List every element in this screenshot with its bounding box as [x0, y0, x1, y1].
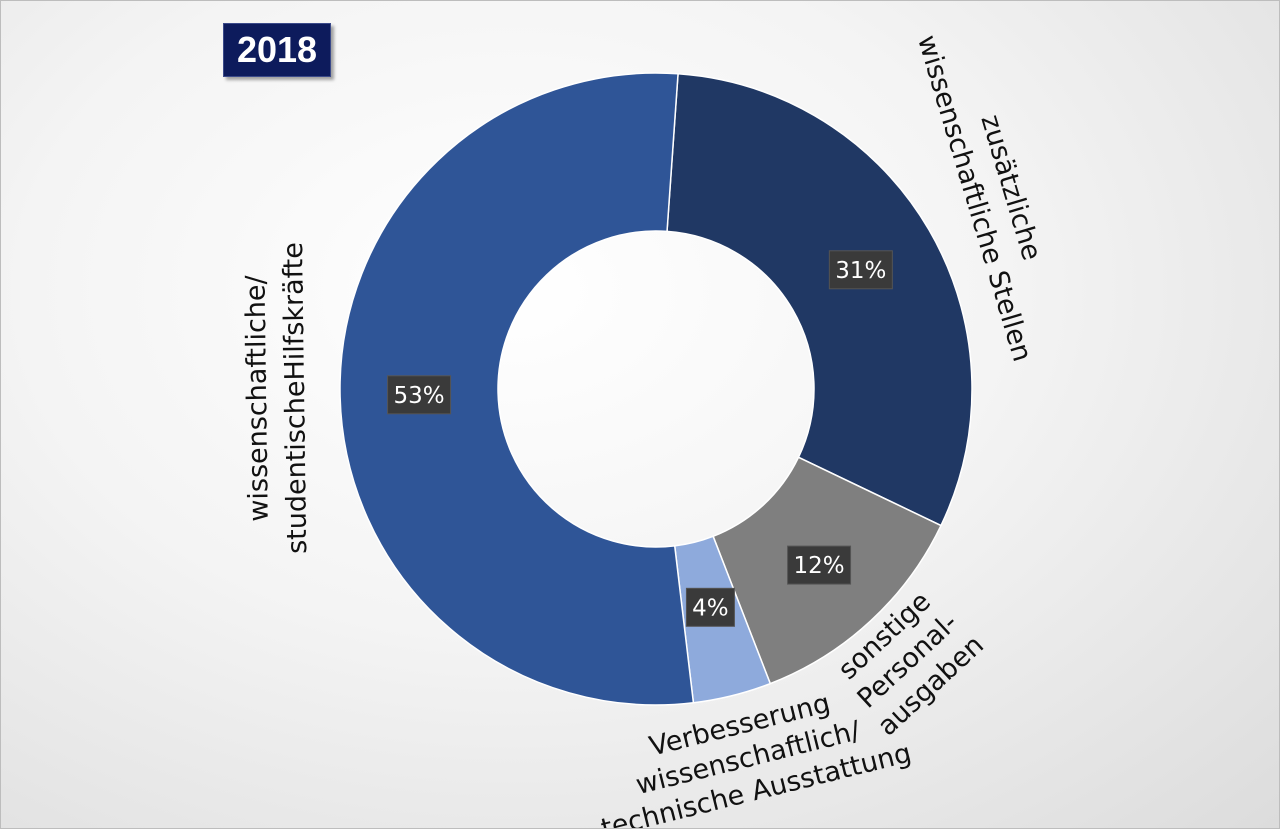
- pct-label-sonstige-personal-ausgaben: 12%: [794, 553, 845, 579]
- category-label-wissenschaftliche-studentische: wissenschaftliche/studentischeHilfskräft…: [240, 242, 313, 554]
- category-label-line: wissenschaftliche/: [240, 274, 274, 522]
- pct-box-zusaetzliche-wissenschaftliche: [828, 250, 893, 290]
- pct-label-wissenschaftliche-studentische: 53%: [394, 383, 445, 409]
- pct-box-wissenschaftliche-studentische: [387, 375, 452, 415]
- category-label-line: studentischeHilfskräfte: [278, 242, 313, 554]
- pct-label-verbesserung-wissenschaftlich-: 4%: [692, 595, 729, 621]
- percentage-labels: 31% 12% 4% 53%: [387, 250, 893, 627]
- chart-title-badge: 2018: [223, 23, 331, 77]
- pct-box-sonstige-personal-ausgaben: [787, 545, 852, 585]
- pct-box-verbesserung-wissenschaftlich-: [685, 587, 735, 627]
- slice-wissenschaftliche-studentische: [339, 72, 695, 706]
- pct-label-zusaetzliche-wissenschaftliche: 31%: [835, 258, 886, 284]
- slice-zusaetzliche-wissenschaftliche: [666, 72, 973, 527]
